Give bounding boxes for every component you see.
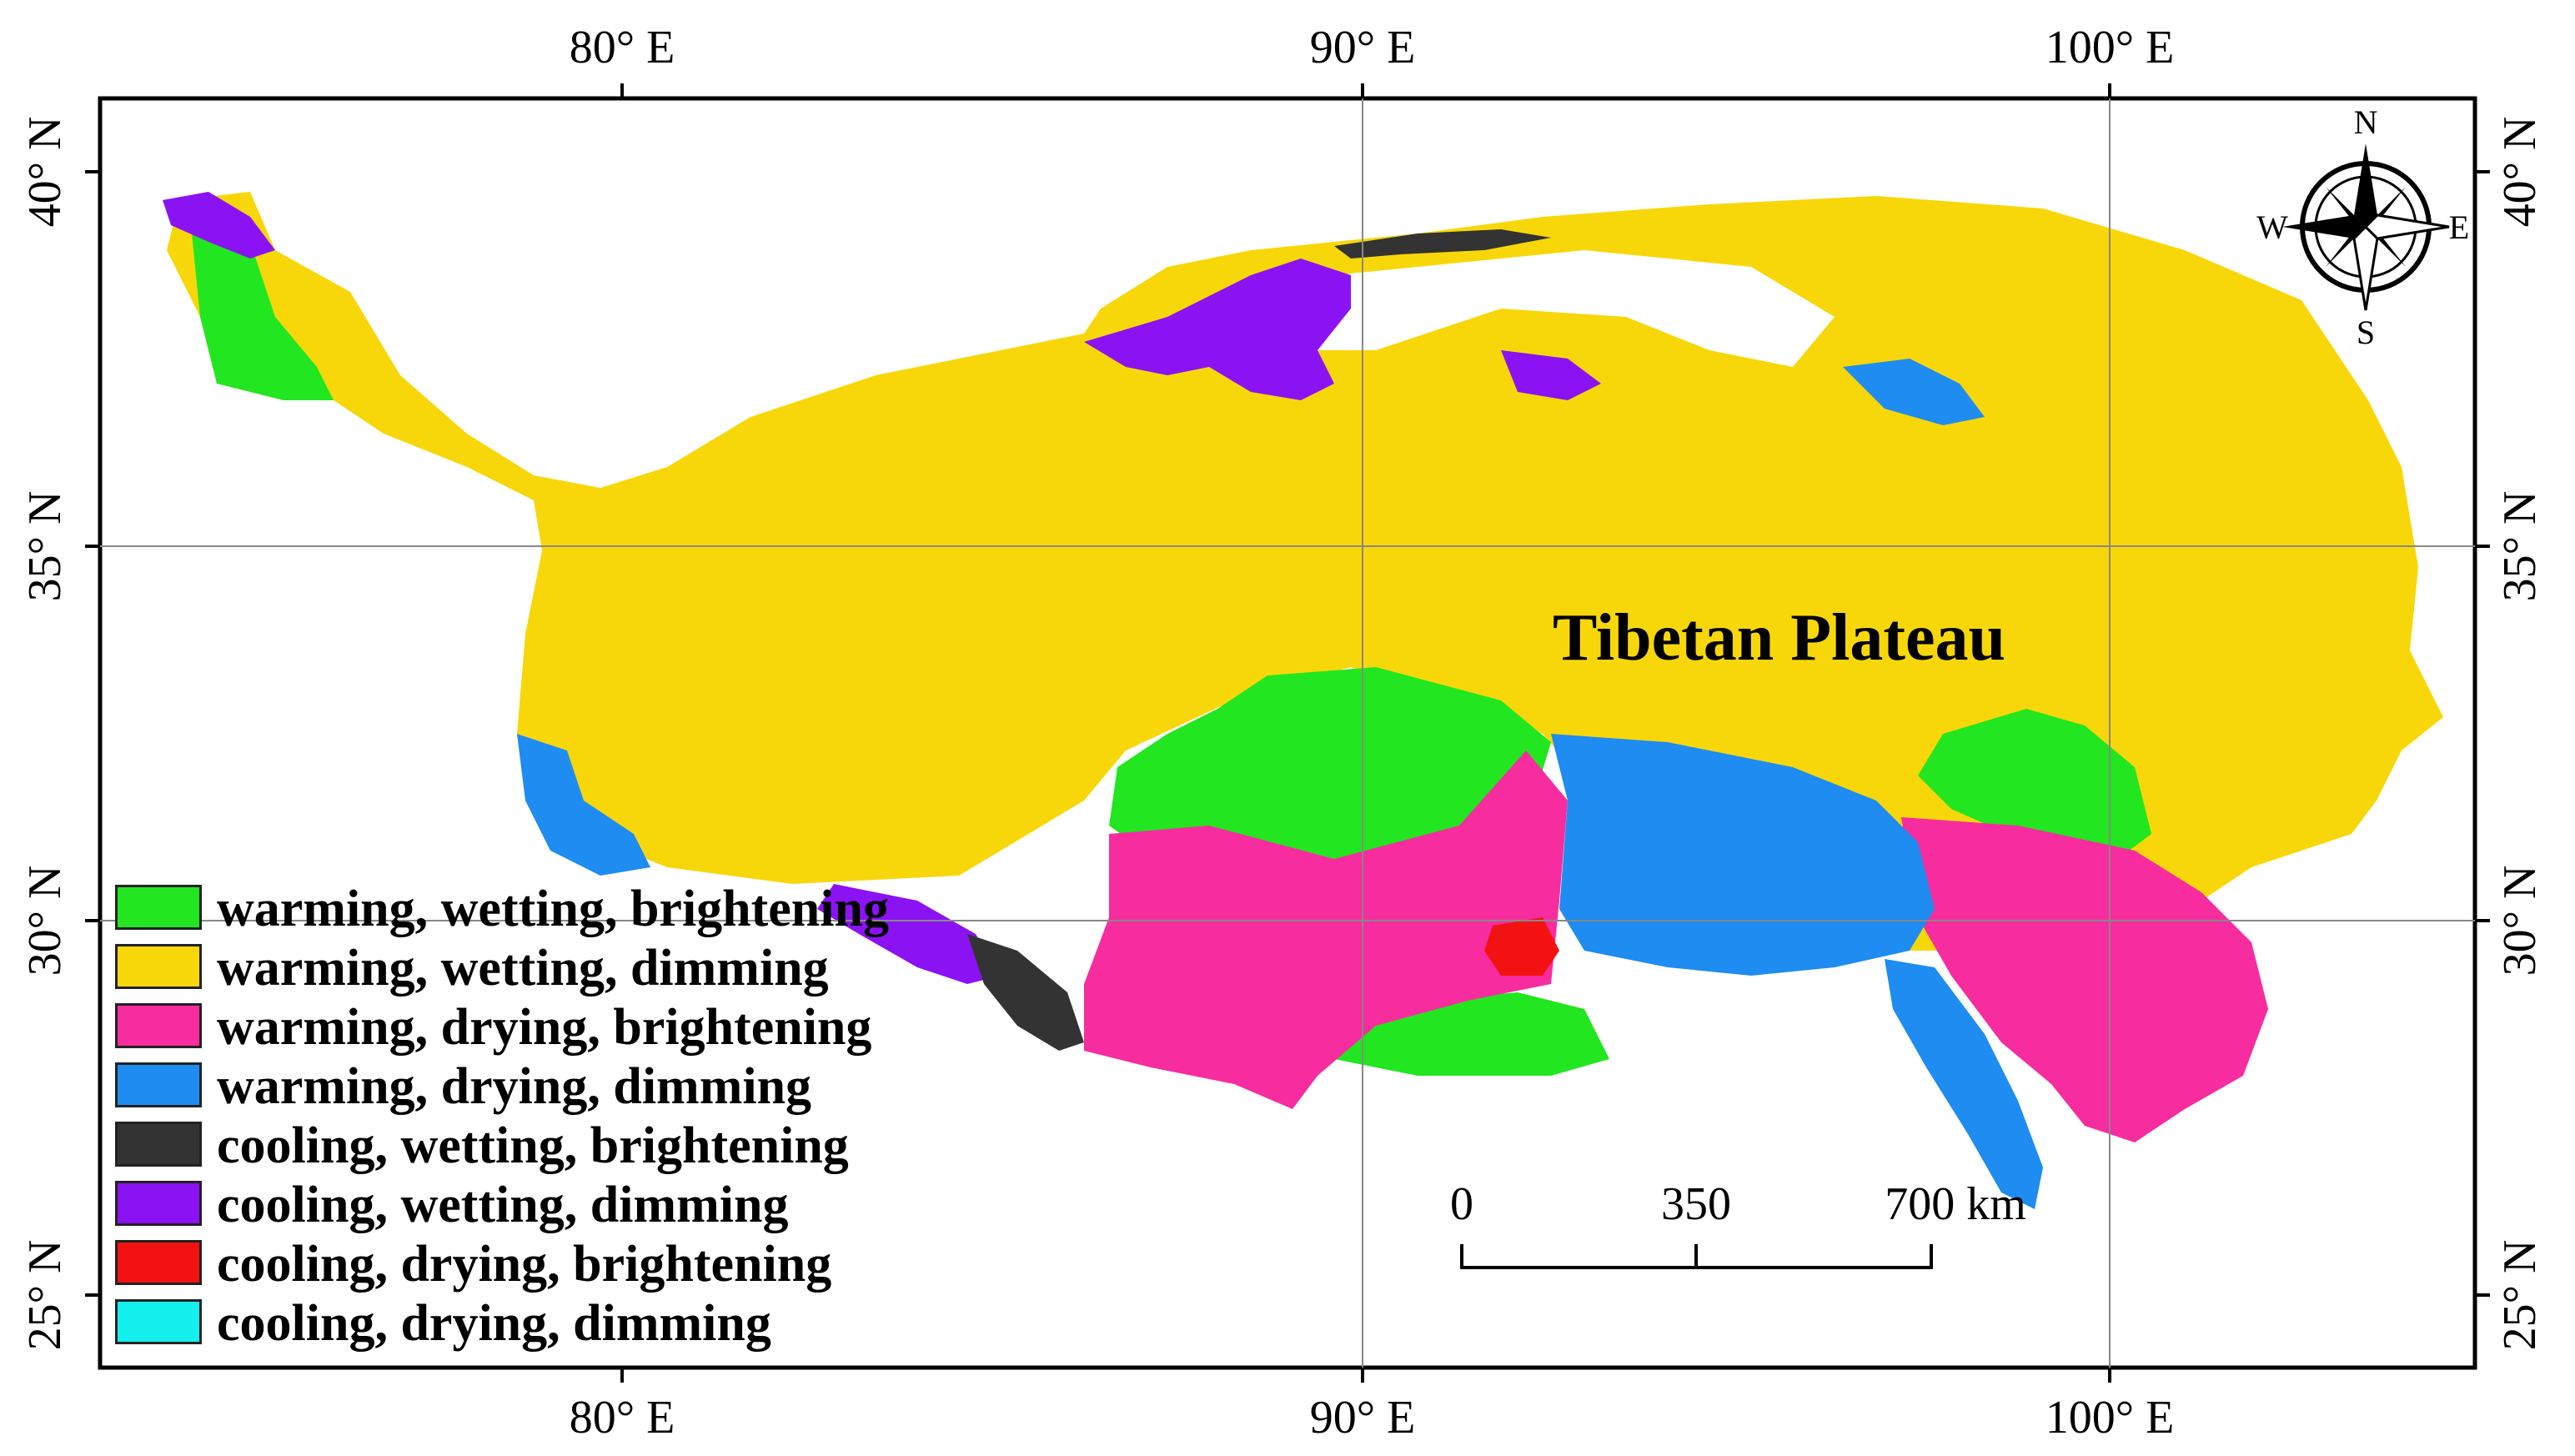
legend-item: cooling, drying, dimming [110,1294,1052,1353]
compass-label-n: N [2354,103,2378,141]
legend-item: warming, wetting, brightening [110,880,1052,938]
axis-left-label-35n: 35° N [19,491,71,602]
region-warming-drying-brightening-east [1901,817,2268,1142]
compass-point-n [2354,143,2377,227]
scale-bar-label-350: 350 [1661,1178,1731,1230]
legend-swatch [115,1299,202,1344]
graticule [100,98,2475,1368]
scale-bar-label-0: 0 [1450,1178,1473,1230]
legend: warming, wetting, brightening warming, w… [110,880,1052,1359]
legend-label: cooling, drying, brightening [217,1236,832,1293]
scale-bar: 0 350 700 km [1450,1178,2026,1269]
region-warming-drying-brightening-central [1084,751,1568,1109]
region-cooling-wetting-dimming-north [1084,259,1351,400]
legend-item: cooling, wetting, dimming [110,1176,1052,1234]
region-warming-wetting-brightening-east [1918,709,2151,859]
legend-label: cooling, wetting, brightening [217,1117,849,1174]
axis-left-label-25n: 25° N [19,1240,71,1351]
legend-item: cooling, wetting, brightening [110,1117,1052,1175]
axis-bottom-label-90e: 90° E [1310,1392,1416,1443]
plateau-regions [163,192,2443,1209]
axis-right-label-25n: 25° N [2494,1240,2546,1351]
compass-point-w [2282,215,2366,238]
axis-right-label-35n: 35° N [2494,491,2546,602]
region-warming-wetting-brightening-nw [192,233,334,400]
legend-label: warming, wetting, dimming [217,940,829,997]
region-cooling-wetting-brightening-south [967,934,1084,1051]
legend-label: cooling, wetting, dimming [217,1177,789,1233]
compass-rose: N S E W [2256,103,2469,351]
axis-bottom-label-80e: 80° E [570,1392,675,1443]
region-cooling-wetting-dimming-nw [163,192,275,259]
legend-swatch [115,1181,202,1226]
axis-top-label-90e: 90° E [1310,22,1416,73]
axis-top-label-100e: 100° E [2045,22,2175,73]
legend-item: warming, drying, brightening [110,998,1052,1057]
legend-swatch [115,1003,202,1048]
legend-swatch [115,1062,202,1107]
map-title: Tibetan Plateau [1553,601,2006,675]
axis-left-label-30n: 30° N [19,866,71,977]
legend-item: warming, wetting, dimming [110,939,1052,997]
legend-item: warming, drying, dimming [110,1057,1052,1116]
axis-top-label-80e: 80° E [570,22,675,73]
legend-label: warming, drying, dimming [217,1058,812,1115]
scale-bar-label-700: 700 km [1885,1178,2026,1230]
region-warming-wetting-brightening-central [1109,667,1551,876]
region-cooling-wetting-dimming-sw [817,884,1001,984]
compass-label-w: W [2256,208,2288,246]
region-warming-drying-dimming-tail [1885,959,2043,1209]
axis-left-label-40n: 40° N [19,117,71,228]
legend-swatch [115,1240,202,1285]
legend-swatch [115,944,202,989]
legend-label: cooling, drying, dimming [217,1295,771,1352]
axis-right-label-40n: 40° N [2494,117,2546,228]
legend-label: warming, wetting, brightening [217,881,889,937]
region-warming-drying-dimming-north [1843,359,1985,425]
region-warming-drying-dimming-central [1551,734,1935,976]
axis-bottom-label-100e: 100° E [2045,1392,2175,1443]
legend-label: warming, drying, brightening [217,999,872,1056]
legend-swatch [115,885,202,930]
axis-right-label-30n: 30° N [2494,866,2546,977]
compass-label-s: S [2357,314,2375,351]
compass-label-e: E [2449,208,2469,246]
region-cooling-wetting-brightening-north [1334,229,1551,259]
legend-swatch [115,1122,202,1167]
legend-item: cooling, drying, brightening [110,1235,1052,1293]
region-warming-drying-dimming-west [517,734,650,876]
region-cooling-wetting-dimming-north2 [1501,350,1601,400]
region-cooling-drying-brightening [1484,917,1559,976]
axis-ticks [85,83,2490,1383]
